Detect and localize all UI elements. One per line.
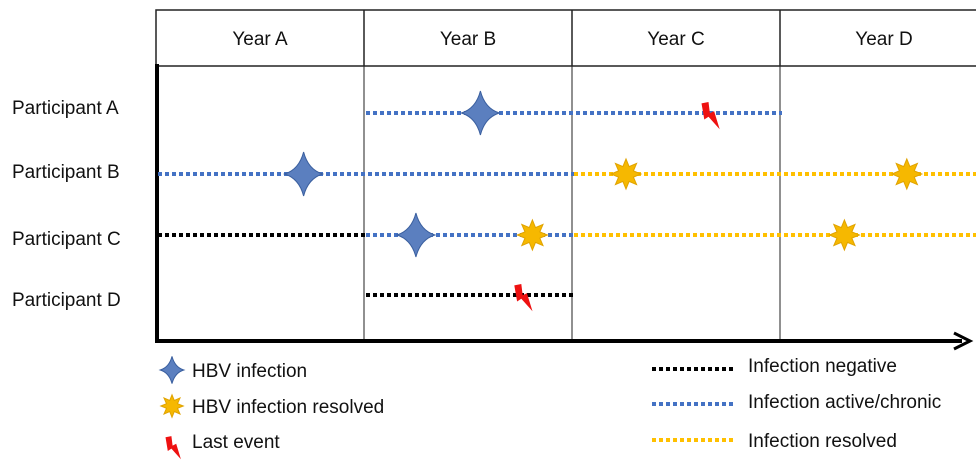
legend-label: Infection resolved [748,431,897,452]
hbv-star-icon [459,90,502,136]
resolved-burst-icon [516,218,549,252]
legend-label: HBV infection resolved [192,397,384,418]
year-header-label: Year D [855,29,912,50]
legend-label: Infection active/chronic [748,392,941,413]
participant-label: Participant C [12,229,121,250]
resolved-burst-icon [609,157,643,191]
legend-label: Last event [192,432,280,453]
header-frame [155,9,976,67]
lightning-bolt-icon [701,102,720,130]
timeline-segments [158,111,976,297]
year-header-label: Year C [647,29,704,50]
year-header: Year A Year B Year C Year D [155,9,976,67]
hbv-star-icon [158,356,186,384]
hbv-star-icon [395,212,437,258]
legend-lines: Infection negative Infection active/chro… [652,356,941,452]
year-header-label: Year B [440,29,496,50]
legend-label: HBV infection [192,361,307,382]
year-header-label: Year A [232,29,288,50]
resolved-burst-icon [159,393,185,419]
legend-symbols: HBV infection HBV infection resolved Las… [158,356,384,460]
lightning-bolt-icon [165,436,181,460]
x-axis-arrowhead [953,331,974,351]
participant-label: Participant B [12,162,120,183]
participant-label: Participant A [12,98,119,119]
legend-label: Infection negative [748,356,897,377]
hbv-star-icon [158,356,186,384]
lightning-bolt-icon [165,436,181,460]
grid-body [363,66,781,341]
resolved-burst-icon [890,157,924,191]
timeline-events [282,90,924,312]
resolved-burst-icon [159,393,185,419]
participant-label: Participant D [12,290,121,311]
lightning-bolt-icon [514,284,533,312]
hbv-star-icon [282,151,325,197]
resolved-burst-icon [828,218,861,252]
